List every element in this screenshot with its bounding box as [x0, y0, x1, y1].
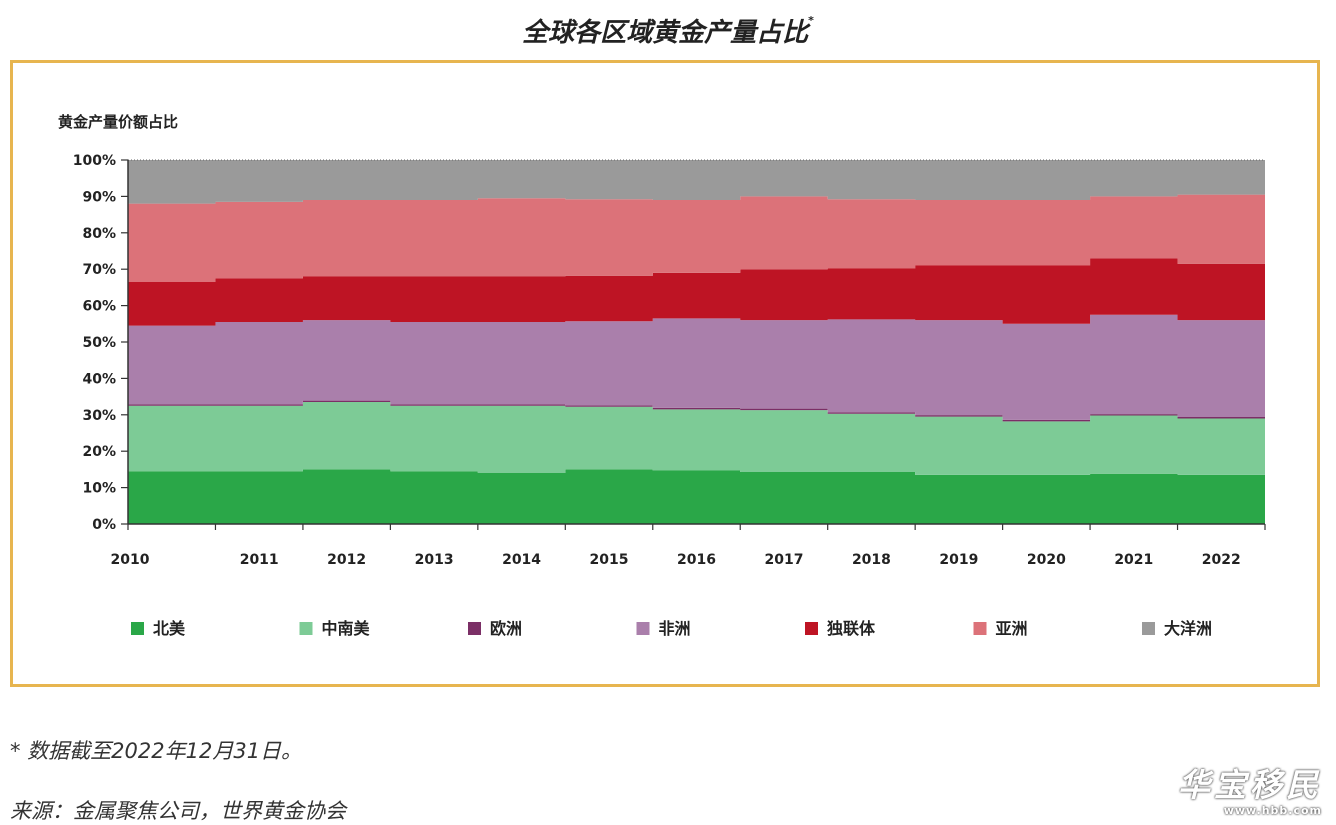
legend-swatch [1142, 622, 1155, 635]
x-tick-label: 2019 [939, 552, 978, 568]
legend-item: 独联体 [805, 619, 876, 638]
x-tick-label: 2011 [240, 552, 279, 568]
legend-label: 北美 [153, 619, 186, 638]
chart-title: 全球各区域黄金产量占比* [0, 12, 1336, 49]
legend-item: 中南美 [299, 619, 371, 638]
y-tick-label: 20% [82, 444, 116, 460]
x-tick-label: 2013 [415, 552, 454, 568]
legend-swatch [805, 622, 818, 635]
watermark-text: 华宝移民 [1177, 766, 1322, 804]
x-tick-label: 2017 [764, 552, 803, 568]
area-series-1 [128, 469, 1265, 524]
legend-item: 非洲 [636, 619, 691, 638]
area-series-7 [128, 160, 1265, 204]
legend-item: 北美 [131, 619, 186, 638]
legend-label: 欧洲 [490, 619, 522, 638]
y-tick-label: 30% [82, 408, 116, 424]
area-series-5 [128, 258, 1265, 326]
legend-item: 欧洲 [468, 619, 522, 638]
x-tick-label: 2015 [590, 552, 629, 568]
legend-swatch [636, 622, 650, 635]
x-tick-label: 2018 [852, 552, 891, 568]
source-note: 来源：金属聚焦公司，世界黄金协会 [10, 799, 346, 823]
area-bands [128, 160, 1265, 524]
y-tick-label: 10% [82, 481, 116, 497]
y-tick-label: 60% [82, 299, 116, 315]
y-tick-label: 90% [82, 189, 116, 205]
y-tick-label: 50% [82, 335, 116, 351]
legend-swatch [131, 622, 144, 635]
y-tick-label: 70% [82, 262, 116, 278]
x-tick-label: 2012 [327, 552, 366, 568]
legend-label: 独联体 [827, 619, 876, 638]
chart-title-text: 全球各区域黄金产量占比 [522, 18, 809, 48]
x-tick-label: 2016 [677, 552, 716, 568]
y-tick-label: 80% [82, 226, 116, 242]
x-tick-label: 2014 [502, 552, 541, 568]
footnote: * 数据截至2022年12月31日。 [10, 739, 303, 763]
watermark-url: www.hbb.com [1223, 804, 1322, 817]
x-tick-label: 2022 [1202, 552, 1241, 568]
x-tick-label: 2010 [111, 552, 150, 568]
y-tick-label: 100% [73, 153, 116, 169]
watermark: 华宝移民 www.hbb.com [1178, 760, 1322, 817]
legend-label: 大洋洲 [1164, 619, 1212, 638]
legend-label: 非洲 [659, 619, 691, 638]
y-tick-label: 40% [82, 371, 116, 387]
area-series-6 [128, 194, 1265, 282]
stacked-area-chart: 黄金产量价额占比 0% 10% 20% 30% 40% 50% 60% 70% 80% 90% 100… [58, 113, 1266, 638]
x-tick-label: 2020 [1027, 552, 1066, 568]
legend-item: 大洋洲 [1142, 619, 1212, 638]
y-tick-label: 0% [92, 517, 116, 533]
chart-frame: 黄金产量价额占比 0% 10% 20% 30% 40% 50% 60% 70% 80% 90% 100… [10, 60, 1320, 687]
legend-label: 亚洲 [996, 619, 1028, 638]
x-tick-label: 2021 [1114, 552, 1153, 568]
legend-item: 亚洲 [973, 619, 1028, 638]
legend-swatch [973, 622, 987, 635]
legend-swatch [299, 622, 313, 635]
area-series-4 [128, 314, 1265, 420]
area-series-2 [128, 402, 1265, 475]
legend-label: 中南美 [322, 619, 371, 638]
y-axis-label: 黄金产量价额占比 [58, 113, 178, 131]
area-series-3 [128, 400, 1265, 422]
title-footnote-mark: * [808, 14, 814, 27]
legend-swatch [468, 622, 481, 635]
